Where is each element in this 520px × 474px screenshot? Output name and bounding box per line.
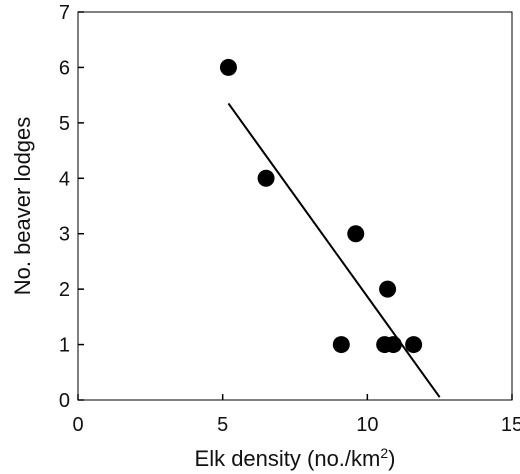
y-tick-label: 3 [59,224,70,246]
trend-line [227,102,441,398]
y-tick-label: 0 [59,390,70,412]
y-tick-label: 7 [59,2,70,24]
data-point [257,169,275,187]
y-tick-label: 1 [59,335,70,357]
data-point [219,58,237,76]
data-point [384,336,402,354]
y-axis-ticks: 0 1 2 3 4 5 6 7 [59,2,84,412]
data-point [347,225,365,243]
x-axis-ticks: 0 5 10 15 [72,394,520,436]
data-points [219,58,423,354]
data-point [405,336,423,354]
x-tick-label: 10 [356,414,378,436]
x-axis-label: Elk density (no./km2) [195,445,396,471]
x-tick-label: 15 [501,414,520,436]
y-axis-label: No. beaver lodges [10,117,35,296]
y-tick-label: 6 [59,57,70,79]
data-point [379,280,397,298]
x-tick-label: 5 [217,414,228,436]
data-point [332,336,350,354]
y-tick-label: 4 [59,168,70,190]
x-tick-label: 0 [72,414,83,436]
y-tick-label: 5 [59,113,70,135]
y-tick-label: 2 [59,279,70,301]
plot-frame [77,11,513,401]
